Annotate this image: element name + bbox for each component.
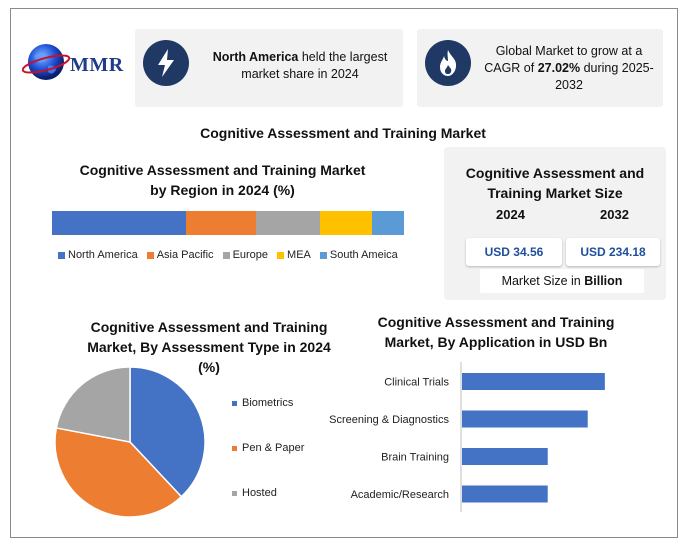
region-legend-label: North America (68, 249, 138, 261)
region-legend-label: Asia Pacific (156, 249, 214, 261)
insight-text-cagr: Global Market to grow at a CAGR of 27.02… (484, 44, 654, 92)
region-legend-label: MEA (287, 249, 311, 261)
application-category-label: Screening & Diagnostics (329, 414, 449, 426)
region-stacked-bar (52, 211, 404, 235)
application-bar (462, 373, 605, 390)
pie-slice-hosted (55, 366, 131, 443)
region-segment-asia-pacific (185, 211, 257, 235)
region-legend-item: Europe (222, 249, 269, 261)
assessment-type-pie (54, 366, 206, 518)
legend-swatch (58, 251, 65, 259)
year-2032-label: 2032 (600, 207, 629, 222)
lightning-icon (143, 40, 189, 86)
region-legend: North America Asia Pacific Europe MEA South … (58, 249, 398, 261)
pie-legend-item: Hosted (232, 487, 277, 499)
legend-swatch (232, 400, 237, 406)
region-segment-north-america (52, 211, 186, 235)
pie-legend-item: Pen & Paper (232, 442, 304, 454)
main-title: Cognitive Assessment and Training Market (200, 125, 486, 141)
legend-swatch (222, 251, 230, 259)
market-size-2024-value: USD 34.56 (466, 238, 562, 266)
region-segment-mea (319, 211, 373, 235)
application-bar (462, 448, 548, 465)
market-size-panel: Cognitive Assessment and Training Market… (444, 147, 666, 300)
application-bar-chart: Clinical Trials Screening & Diagnostics Br… (329, 362, 605, 512)
region-legend-item: South Ameica (319, 249, 398, 261)
application-category-label: Academic/Research (351, 489, 449, 501)
application-bar (462, 485, 548, 503)
market-size-2032-value: USD 234.18 (566, 238, 660, 266)
pie-legend-label: Biometrics (242, 397, 294, 409)
market-size-title: Cognitive Assessment and Training Market… (465, 165, 645, 201)
region-segment-europe (256, 211, 320, 235)
flame-icon (425, 40, 471, 86)
pie-slice-pen-paper (54, 427, 183, 518)
region-legend-label: South Ameica (329, 249, 398, 261)
application-chart-title: Cognitive Assessment and Training Market… (377, 314, 615, 350)
insight-text-north-america: North America held the largest market sh… (212, 50, 388, 81)
region-legend-label: Europe (232, 249, 269, 261)
assessment-type-title: Cognitive Assessment and Training Market… (87, 319, 331, 375)
legend-swatch (319, 251, 327, 259)
pie-legend-item: Biometrics (232, 397, 293, 409)
application-category-label: Clinical Trials (384, 377, 449, 389)
application-category-label: Brain Training (381, 452, 449, 464)
legend-swatch (146, 251, 154, 259)
pie-slice-biometrics (129, 366, 206, 498)
region-legend-item: Asia Pacific (146, 249, 214, 261)
application-bar (462, 410, 588, 428)
pie-legend-label: Pen & Paper (242, 442, 305, 454)
pie-legend-label: Hosted (242, 487, 277, 499)
region-legend-item: North America (58, 249, 138, 261)
legend-swatch (277, 251, 285, 259)
legend-swatch (232, 445, 237, 451)
market-size-unit: Market Size in Billion (480, 269, 644, 293)
mmr-logo: MMR (22, 38, 132, 88)
logo-text: MMR (70, 54, 124, 76)
year-2024-label: 2024 (496, 207, 525, 222)
region-segment-south-ameica (372, 211, 404, 235)
legend-swatch (232, 490, 237, 496)
insight-card-north-america: North America held the largest market sh… (135, 29, 403, 107)
globe-icon (22, 44, 71, 80)
region-chart-title: Cognitive Assessment and Training Market… (79, 162, 366, 198)
region-legend-item: MEA (277, 249, 311, 261)
insight-card-cagr: Global Market to grow at a CAGR of 27.02… (417, 29, 663, 107)
